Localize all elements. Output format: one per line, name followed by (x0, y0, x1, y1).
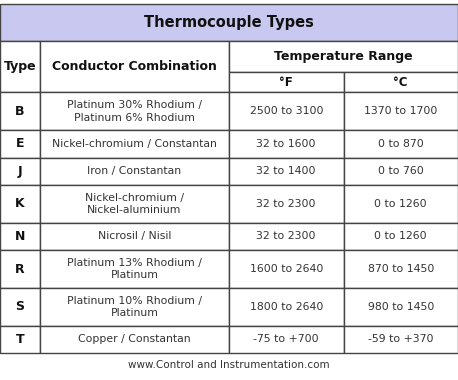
Bar (0, 288, 40, 326)
Bar (229, 41, 458, 72)
Text: 32 to 2300: 32 to 2300 (256, 231, 316, 241)
Text: 870 to 1450: 870 to 1450 (368, 264, 434, 274)
Bar (0, 130, 40, 158)
Text: 1800 to 2640: 1800 to 2640 (250, 302, 323, 312)
Text: 0 to 1260: 0 to 1260 (375, 231, 427, 241)
Bar (0, 92, 40, 130)
Bar (229, 223, 344, 250)
Text: Platinum 13% Rhodium /
Platinum: Platinum 13% Rhodium / Platinum (67, 258, 202, 280)
Bar (344, 158, 458, 185)
Bar (40, 185, 229, 223)
Bar (0, 250, 40, 288)
Text: Platinum 30% Rhodium /
Platinum 6% Rhodium: Platinum 30% Rhodium / Platinum 6% Rhodi… (67, 100, 202, 123)
Text: -75 to +700: -75 to +700 (253, 334, 319, 344)
Text: °C: °C (393, 76, 408, 89)
Text: Type: Type (4, 60, 36, 73)
Text: 32 to 1600: 32 to 1600 (256, 139, 316, 149)
Text: Thermocouple Types: Thermocouple Types (144, 15, 314, 30)
Bar (0, 326, 40, 353)
Text: E: E (16, 138, 24, 150)
Bar (0, 223, 40, 250)
Bar (344, 250, 458, 288)
Text: Copper / Constantan: Copper / Constantan (78, 334, 191, 344)
Text: 1600 to 2640: 1600 to 2640 (250, 264, 323, 274)
Bar (229, 250, 344, 288)
Text: -59 to +370: -59 to +370 (368, 334, 434, 344)
Text: S: S (16, 300, 24, 313)
Text: 32 to 2300: 32 to 2300 (256, 199, 316, 209)
Bar (0, 4, 458, 41)
Bar (0, 158, 40, 185)
Text: N: N (15, 230, 25, 243)
Text: Conductor Combination: Conductor Combination (52, 60, 217, 73)
Bar (229, 92, 344, 130)
Text: 0 to 760: 0 to 760 (378, 166, 424, 176)
Bar (229, 326, 344, 353)
Bar (344, 72, 458, 92)
Bar (344, 185, 458, 223)
Text: °F: °F (279, 76, 293, 89)
Text: Nickel-chromium / Constantan: Nickel-chromium / Constantan (52, 139, 217, 149)
Text: R: R (15, 263, 25, 276)
Bar (40, 223, 229, 250)
Bar (40, 250, 229, 288)
Text: Nicrosil / Nisil: Nicrosil / Nisil (98, 231, 171, 241)
Text: www.Control and Instrumentation.com: www.Control and Instrumentation.com (128, 359, 330, 370)
Text: J: J (17, 165, 22, 178)
Text: 2500 to 3100: 2500 to 3100 (250, 106, 323, 116)
Bar (40, 41, 229, 92)
Bar (40, 92, 229, 130)
Text: Temperature Range: Temperature Range (274, 50, 413, 63)
Bar (344, 288, 458, 326)
Text: 980 to 1450: 980 to 1450 (368, 302, 434, 312)
Bar (40, 326, 229, 353)
Bar (0, 41, 40, 92)
Text: Iron / Constantan: Iron / Constantan (87, 166, 181, 176)
Bar (40, 158, 229, 185)
Text: 1370 to 1700: 1370 to 1700 (364, 106, 437, 116)
Bar (229, 158, 344, 185)
Bar (344, 130, 458, 158)
Bar (229, 130, 344, 158)
Bar (229, 185, 344, 223)
Bar (344, 223, 458, 250)
Text: Nickel-chromium /
Nickel-aluminium: Nickel-chromium / Nickel-aluminium (85, 193, 184, 215)
Bar (0, 185, 40, 223)
Text: 32 to 1400: 32 to 1400 (256, 166, 316, 176)
Text: 0 to 1260: 0 to 1260 (375, 199, 427, 209)
Bar (40, 288, 229, 326)
Bar (344, 326, 458, 353)
Text: K: K (15, 197, 25, 211)
Bar (229, 288, 344, 326)
Text: 0 to 870: 0 to 870 (378, 139, 424, 149)
Text: Platinum 10% Rhodium /
Platinum: Platinum 10% Rhodium / Platinum (67, 296, 202, 318)
Bar (229, 72, 344, 92)
Bar (344, 92, 458, 130)
Text: T: T (16, 333, 24, 346)
Bar (40, 130, 229, 158)
Text: B: B (15, 105, 25, 118)
